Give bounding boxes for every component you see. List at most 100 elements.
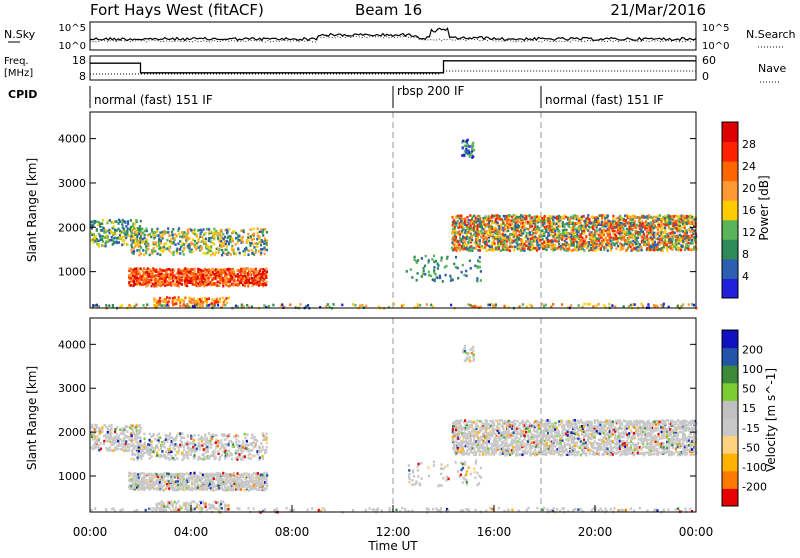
echo-cell [265,488,267,491]
echo-cell [648,244,650,247]
echo-cell [235,438,237,441]
echo-cell [239,252,241,255]
echo-cell [615,238,617,241]
freq-tick-bottom: 8 [79,70,86,83]
echo-cell [133,252,135,255]
echo-cell [166,280,168,283]
echo-cell [115,436,117,439]
echo-cell [121,244,123,247]
echo-cell [193,501,195,504]
echo-cell [598,237,600,240]
echo-cell [453,443,455,446]
echo-cell [175,454,177,457]
echo-cell [91,221,93,224]
echo-cell [426,508,428,511]
echo-cell [565,244,567,247]
echo-cell [233,488,235,491]
echo-cell [152,275,154,278]
echo-cell [458,243,460,246]
echo-cell [166,440,168,443]
echo-cell [588,226,590,229]
echo-cell [676,230,678,233]
echo-cell [571,234,573,237]
echo-cell [119,428,121,431]
echo-cell [515,232,517,235]
echo-cell [206,508,208,511]
echo-cell [682,303,684,306]
echo-cell [125,237,127,240]
echo-cell [466,220,468,223]
echo-cell [235,280,237,283]
echo-cell [242,275,244,278]
echo-cell [587,214,589,217]
echo-cell [163,502,165,505]
echo-cell [474,265,476,268]
echo-cell [175,473,177,476]
echo-cell [585,235,587,238]
echo-cell [460,215,462,218]
echo-cell [124,231,126,234]
echo-cell [693,304,695,307]
echo-cell [119,230,121,233]
echo-cell [213,277,215,280]
echo-cell [213,505,215,508]
echo-cell [184,502,186,505]
echo-cell [554,243,556,246]
echo-cell [190,229,192,232]
echo-cell [691,239,693,242]
echo-cell [222,444,224,447]
echo-cell [632,243,634,246]
echo-cell [247,507,249,510]
echo-cell [140,458,142,461]
echo-cell [161,231,163,234]
echo-cell [240,270,242,273]
echo-cell [171,436,173,439]
echo-cell [419,304,421,307]
echo-cell [559,225,561,228]
echo-cell [203,448,205,451]
colorbar-swatch [722,278,738,298]
echo-cell [123,239,125,242]
echo-cell [150,270,152,273]
echo-cell [289,304,291,307]
echo-cell [183,243,185,246]
echo-cell [558,243,560,246]
echo-cell [130,472,132,475]
echo-cell [471,239,473,242]
echo-cell [489,304,491,307]
echo-cell [159,253,161,256]
echo-cell [352,303,354,306]
echo-cell [178,475,180,478]
echo-cell [496,214,498,217]
echo-cell [208,297,210,300]
echo-cell [617,245,619,248]
echo-cell [497,222,499,225]
echo-cell [660,241,662,244]
echo-cell [94,507,96,510]
echo-cell [107,448,109,451]
echo-cell [159,283,161,286]
echo-cell [481,235,483,238]
echo-cell [531,305,533,308]
echo-cell [465,508,467,511]
echo-cell [220,235,222,238]
echo-cell [253,441,255,444]
echo-cell [177,500,179,503]
echo-cell [176,457,178,460]
echo-cell [428,259,430,262]
echo-cell [554,237,556,240]
echo-cell [262,446,264,449]
echo-cell [103,227,105,230]
echo-cell [580,508,582,511]
echo-cell [134,453,136,456]
echo-cell [246,473,248,476]
echo-cell [204,281,206,284]
echo-cell [225,273,227,276]
echo-cell [132,239,134,242]
echo-cell [226,229,228,232]
echo-cell [245,487,247,490]
echo-cell [688,242,690,245]
echo-cell [224,438,226,441]
echo-cell [161,485,163,488]
echo-cell [175,276,177,279]
